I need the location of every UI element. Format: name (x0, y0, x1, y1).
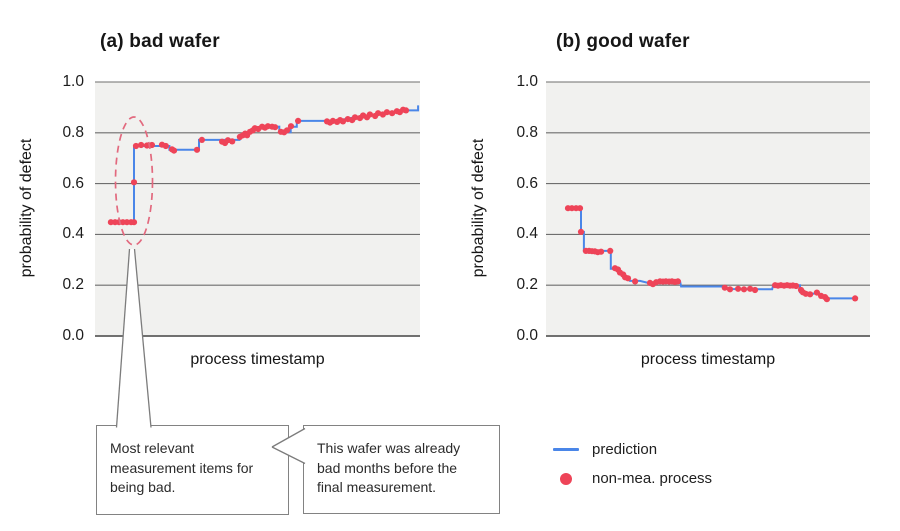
y-tick-label: 0.6 (516, 174, 538, 192)
y-tick-label: 0.0 (62, 327, 84, 344)
y-tick-label: 0.4 (62, 225, 84, 243)
legend-label-non-mea-process: non-mea. process (592, 470, 713, 487)
callout-text-line: measurement items for (110, 459, 254, 476)
chart-a-canvas (95, 81, 420, 337)
non-mea-dot-icon (560, 472, 572, 485)
chart-a-x-axis-label: process timestamp (190, 351, 325, 368)
chart-a-title: (a) bad wafer (100, 31, 220, 52)
chart-b-canvas (546, 81, 870, 337)
chart-b-y-axis-label: probability of defect (470, 138, 487, 278)
callout-text-line: This wafer was already (317, 440, 461, 456)
legend-item-prediction: prediction (553, 441, 657, 458)
y-tick-label: 1.0 (516, 73, 538, 90)
y-tick-label: 0.0 (516, 327, 538, 344)
y-tick-label: 0.8 (516, 123, 538, 141)
callout-text-line: being bad. (110, 479, 176, 495)
callout-most-relevant: Most relevant measurement items for bein… (96, 425, 289, 515)
y-tick-label: 0.2 (62, 276, 84, 294)
chart-b-title: (b) good wafer (556, 31, 690, 52)
chart-a-plot-area (95, 81, 420, 337)
y-tick-label: 0.2 (516, 276, 538, 294)
y-tick-label: 0.8 (62, 123, 84, 141)
chart-b-x-axis-label: process timestamp (640, 351, 776, 368)
prediction-line-swatch (553, 448, 579, 451)
callout-text-line: final measurement. (317, 479, 437, 495)
callout-already-bad: This wafer was already bad months before… (303, 425, 500, 514)
prediction-line-icon (553, 448, 579, 451)
y-tick-label: 0.4 (516, 225, 538, 243)
chart-b-plot-area (546, 81, 870, 337)
y-tick-label: 0.6 (62, 174, 84, 192)
legend-label-prediction: prediction (592, 441, 658, 458)
non-mea-dot-swatch (553, 472, 579, 485)
legend-item-non-mea-process: non-mea. process (553, 470, 712, 487)
callout-text-line: bad months before the (317, 459, 458, 476)
y-tick-label: 1.0 (62, 73, 84, 90)
callout-text-line: Most relevant (110, 440, 195, 456)
